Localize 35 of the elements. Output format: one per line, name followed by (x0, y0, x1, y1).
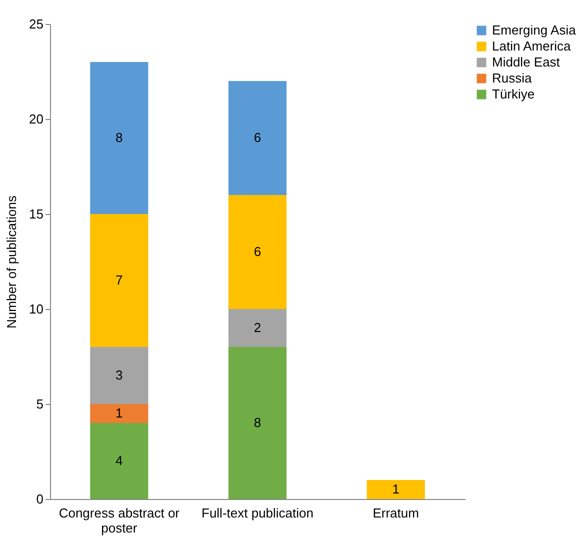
y-tick-label: 25 (29, 16, 44, 32)
bar (90, 62, 148, 214)
bar (228, 195, 287, 309)
data-label: 8 (254, 415, 262, 430)
legend-label: Russia (492, 70, 533, 86)
data-label: 8 (116, 130, 123, 145)
bar (90, 214, 148, 347)
x-tick-label: Congress abstract or poster (58, 506, 180, 536)
legend-label: Middle East (492, 54, 560, 70)
y-tick-label: 20 (29, 112, 44, 126)
bar (90, 423, 148, 499)
bar (228, 81, 287, 195)
data-label: 6 (254, 130, 262, 145)
data-label: 1 (116, 406, 123, 420)
bar (366, 480, 425, 499)
legend-label: Latin America (492, 38, 572, 54)
y-axis-title: Number of publications (4, 195, 20, 328)
data-label: 2 (254, 320, 262, 335)
bar (228, 309, 287, 347)
data-label: 7 (116, 272, 123, 288)
x-tick-label: Erratum (372, 506, 419, 520)
legend-label: Emerging Asia (492, 22, 577, 38)
data-label: 6 (254, 244, 262, 259)
data-label: 3 (116, 368, 123, 382)
bar (90, 347, 148, 404)
data-label: 4 (116, 453, 123, 468)
bar (90, 404, 148, 423)
x-tick-label: Full-text publication (202, 506, 314, 520)
data-label: 1 (392, 482, 400, 496)
bar (228, 347, 287, 499)
y-tick-label: 10 (29, 302, 44, 316)
y-tick-label: 0 (36, 492, 44, 506)
legend-label: Türkiye (492, 86, 535, 102)
y-tick-label: 5 (36, 396, 44, 412)
y-tick-label: 15 (29, 206, 44, 222)
